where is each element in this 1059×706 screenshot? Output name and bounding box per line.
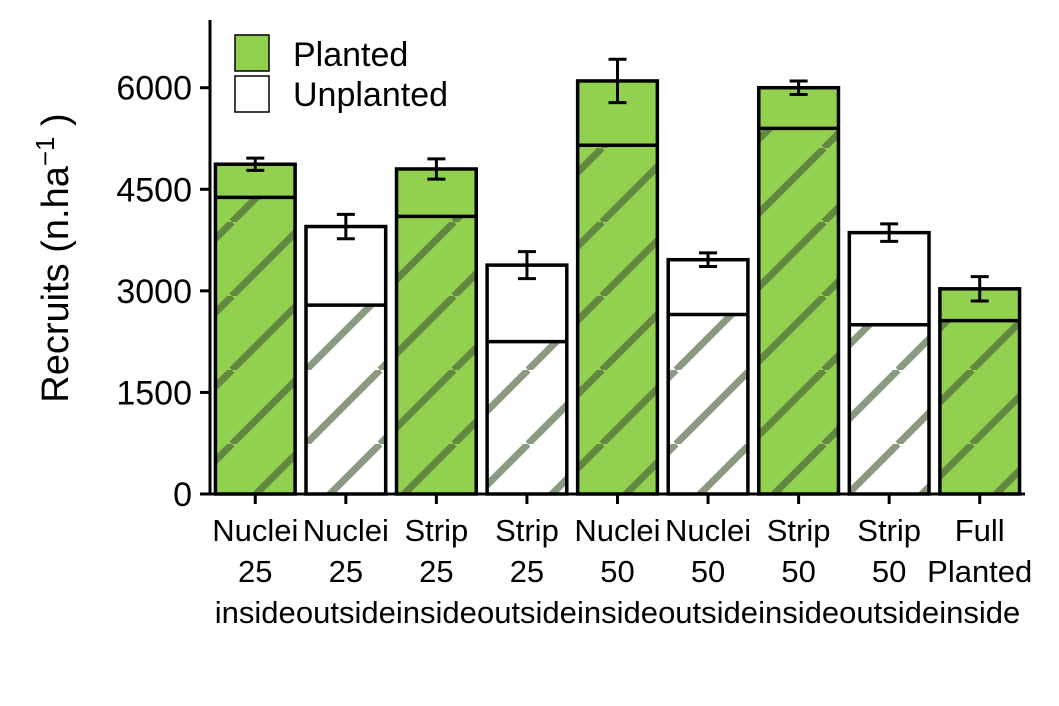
x-tick-label: inside — [215, 595, 296, 630]
legend-label-unplanted: Unplanted — [293, 76, 448, 114]
x-tick-label: outside — [296, 595, 396, 630]
x-tick-label: inside — [939, 595, 1020, 630]
x-tick-label: 25 — [510, 554, 544, 589]
y-tick-label: 4500 — [116, 171, 192, 209]
y-axis-title-superscript: −1 — [30, 137, 60, 167]
legend-swatch-unplanted — [234, 75, 270, 113]
bar-group — [304, 212, 388, 496]
bar-lower-segment — [396, 216, 477, 494]
x-tick-label: 50 — [781, 554, 815, 589]
bar-lower-segment — [305, 305, 386, 494]
x-tick-label: Strip — [767, 513, 831, 548]
x-tick-label: Strip — [495, 513, 559, 548]
y-tick-label: 3000 — [116, 273, 192, 311]
bar-lower-segment — [939, 320, 1020, 494]
x-tick-label: outside — [839, 595, 939, 630]
x-axis-labels: Nuclei 25 inside Nuclei 25 outside Strip 25 insi… — [212, 494, 1032, 630]
bar-lower-segment — [668, 314, 748, 494]
bar-group — [485, 250, 569, 496]
x-tick-label: 50 — [600, 554, 634, 589]
legend-swatch-planted — [234, 34, 270, 72]
x-tick-label: Nuclei — [303, 513, 389, 548]
x-tick-label: 50 — [872, 554, 906, 589]
y-axis-title: Recruits (n.ha−1 ) — [30, 113, 77, 402]
bar-group — [938, 275, 1022, 496]
x-tick-label: Nuclei — [665, 513, 751, 548]
bar-group — [394, 157, 478, 496]
x-tick-label: Planted — [927, 554, 1032, 589]
bar-group — [575, 57, 660, 496]
x-tick-label: Strip — [857, 513, 921, 548]
bar-lower-segment — [487, 341, 567, 494]
x-tick-label: 25 — [419, 554, 453, 589]
legend-label-planted: Planted — [293, 36, 408, 74]
bar-group — [847, 222, 931, 496]
x-tick-label: inside — [758, 595, 839, 630]
bar-group — [213, 156, 297, 496]
bar-lower-segment — [758, 128, 839, 495]
x-tick-label: Nuclei — [212, 513, 298, 548]
legend: Planted Unplanted — [234, 34, 448, 114]
x-tick-label: Strip — [405, 513, 469, 548]
bar-group — [666, 251, 750, 496]
y-tick-label: 0 — [173, 476, 192, 514]
bar-lower-segment — [215, 197, 296, 494]
y-tick-label: 6000 — [116, 70, 192, 108]
x-tick-label: 25 — [329, 554, 363, 589]
x-tick-label: outside — [658, 595, 758, 630]
x-tick-label: Full — [955, 513, 1005, 548]
x-tick-label: inside — [577, 595, 658, 630]
x-tick-label: inside — [396, 595, 477, 630]
y-tick-label: 1500 — [116, 374, 192, 412]
bar-lower-segment — [577, 145, 658, 494]
y-axis-title-suffix: ) — [35, 113, 77, 136]
plot-area — [213, 57, 1022, 496]
bar-group — [757, 79, 841, 496]
x-tick-label: Nuclei — [574, 513, 660, 548]
bar-lower-segment — [849, 324, 930, 494]
x-tick-label: 50 — [691, 554, 725, 589]
x-tick-label: outside — [477, 595, 577, 630]
x-tick-label: 25 — [238, 554, 272, 589]
